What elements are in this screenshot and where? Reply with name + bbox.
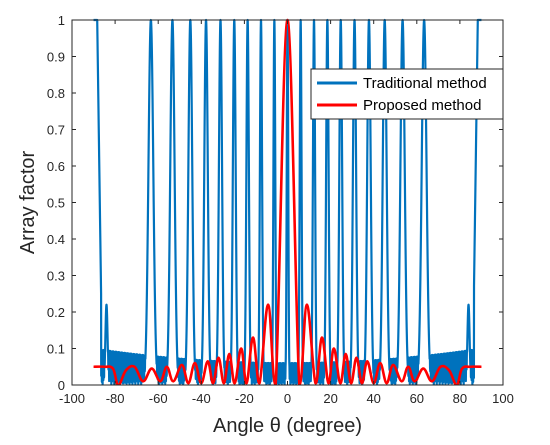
y-tick-label: 0.8 [47, 86, 65, 101]
y-tick-label: 0.1 [47, 342, 65, 357]
legend-box [310, 68, 504, 120]
y-tick-label: 0.6 [47, 159, 65, 174]
y-tick-label: 0.3 [47, 269, 65, 284]
ticks-layer: -100 -80 -60 -40 -20 0 20 40 60 80 100 0 0.1 0.2 0.3 0.… [47, 13, 514, 406]
legend: Traditional method Proposed method [310, 68, 504, 120]
x-tick-label: 20 [323, 391, 337, 406]
x-tick-label: -80 [106, 391, 125, 406]
y-tick-label: 0.9 [47, 50, 65, 65]
legend-label-proposed-method: Proposed method [363, 97, 481, 114]
x-tick-label: -60 [149, 391, 168, 406]
x-tick-label: 0 [284, 391, 291, 406]
x-tick-label: 80 [453, 391, 467, 406]
x-axis-label: Angle θ (degree) [213, 415, 362, 437]
labels-layer: Angle θ (degree) Array factor [17, 150, 362, 437]
x-tick-label: -20 [235, 391, 254, 406]
y-tick-label: 0.2 [47, 305, 65, 320]
legend-label-traditional-method: Traditional method [363, 75, 487, 92]
x-tick-label: 60 [410, 391, 424, 406]
y-tick-label: 0.5 [47, 196, 65, 211]
x-tick-label: 40 [366, 391, 380, 406]
y-tick-label: 0.7 [47, 123, 65, 138]
x-tick-label: -40 [192, 391, 211, 406]
x-tick-label: -100 [59, 391, 85, 406]
x-tick-label: 100 [492, 391, 514, 406]
y-tick-label: 1 [58, 13, 65, 28]
y-tick-label: 0.4 [47, 232, 65, 247]
y-axis-label: Array factor [17, 150, 39, 254]
y-tick-label: 0 [58, 378, 65, 393]
